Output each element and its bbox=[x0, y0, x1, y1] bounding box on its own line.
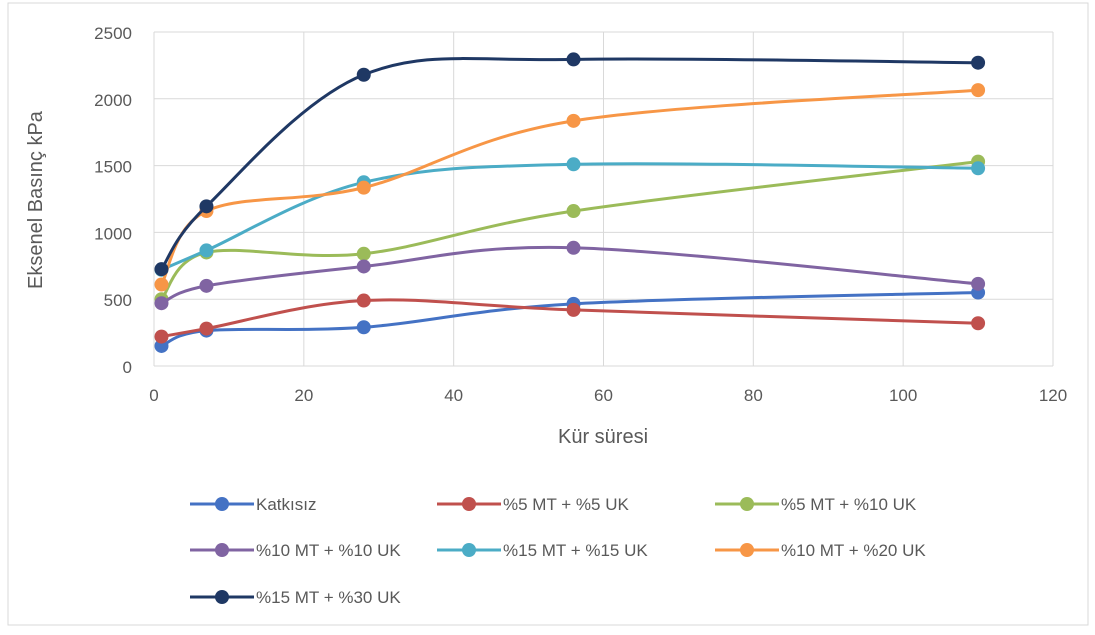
legend-item: %5 MT + %10 UK bbox=[715, 495, 917, 514]
legend-label: %15 MT + %15 UK bbox=[503, 541, 648, 560]
data-point bbox=[971, 55, 986, 70]
series-7 bbox=[154, 52, 986, 277]
x-tick-label: 60 bbox=[594, 386, 613, 405]
gridlines bbox=[153, 31, 1054, 367]
legend-item: Katkısız bbox=[190, 495, 316, 514]
data-point bbox=[566, 52, 581, 67]
data-point bbox=[199, 321, 214, 336]
data-point bbox=[356, 320, 371, 335]
legend-item: %5 MT + %5 UK bbox=[437, 495, 629, 514]
legend-swatch-marker bbox=[462, 543, 476, 557]
data-point bbox=[154, 277, 169, 292]
data-point bbox=[356, 246, 371, 261]
legend-swatch-marker bbox=[740, 497, 754, 511]
data-point bbox=[566, 157, 581, 172]
legend-label: Katkısız bbox=[256, 495, 316, 514]
data-point bbox=[356, 293, 371, 308]
legend-swatch-marker bbox=[462, 497, 476, 511]
data-point bbox=[971, 83, 986, 98]
data-point bbox=[199, 278, 214, 293]
x-axis-title: Kür süresi bbox=[558, 426, 648, 448]
data-point bbox=[154, 262, 169, 277]
data-point bbox=[199, 243, 214, 258]
legend: Katkısız %5 MT + %5 UK %5 MT + %10 UK %10 M… bbox=[190, 495, 926, 607]
series-4 bbox=[154, 240, 986, 311]
x-tick-label: 100 bbox=[889, 386, 917, 405]
data-point bbox=[971, 316, 986, 331]
x-tick-label: 80 bbox=[744, 386, 763, 405]
y-tick-label: 0 bbox=[123, 358, 132, 377]
y-tick-label: 2000 bbox=[94, 91, 132, 110]
y-tick-label: 1000 bbox=[94, 224, 132, 243]
data-point bbox=[356, 259, 371, 274]
x-tick-label: 120 bbox=[1039, 386, 1067, 405]
legend-item: %15 MT + %15 UK bbox=[437, 541, 648, 560]
legend-label: %5 MT + %5 UK bbox=[503, 495, 629, 514]
data-point bbox=[356, 67, 371, 82]
legend-label: %10 MT + %20 UK bbox=[781, 541, 926, 560]
data-point bbox=[971, 161, 986, 176]
legend-item: %15 MT + %30 UK bbox=[190, 588, 401, 607]
y-tick-label: 2500 bbox=[94, 24, 132, 43]
series-layer bbox=[154, 52, 986, 353]
data-point bbox=[566, 204, 581, 219]
chart-frame bbox=[7, 2, 1089, 626]
data-point bbox=[566, 240, 581, 255]
x-tick-label: 20 bbox=[294, 386, 313, 405]
legend-swatch-marker bbox=[215, 543, 229, 557]
axes: 0 500 1000 1500 2000 2500 0 20 40 60 80 100 120 bbox=[94, 24, 1067, 405]
legend-item: %10 MT + %10 UK bbox=[190, 541, 401, 560]
legend-label: %10 MT + %10 UK bbox=[256, 541, 401, 560]
series-2 bbox=[154, 293, 986, 344]
data-point bbox=[356, 180, 371, 195]
x-tick-label: 0 bbox=[149, 386, 158, 405]
legend-swatch-marker bbox=[215, 497, 229, 511]
legend-label: %5 MT + %10 UK bbox=[781, 495, 917, 514]
legend-swatch-marker bbox=[740, 543, 754, 557]
x-tick-label: 40 bbox=[444, 386, 463, 405]
data-point bbox=[566, 113, 581, 128]
data-point bbox=[154, 329, 169, 344]
y-axis-title: Eksenel Basınç kPa bbox=[25, 110, 47, 289]
data-point bbox=[199, 199, 214, 214]
y-tick-label: 1500 bbox=[94, 158, 132, 177]
y-tick-label: 500 bbox=[104, 291, 132, 310]
data-point bbox=[971, 276, 986, 291]
legend-swatch-marker bbox=[215, 590, 229, 604]
data-point bbox=[154, 296, 169, 311]
data-point bbox=[566, 302, 581, 317]
legend-item: %10 MT + %20 UK bbox=[715, 541, 926, 560]
legend-label: %15 MT + %30 UK bbox=[256, 588, 401, 607]
